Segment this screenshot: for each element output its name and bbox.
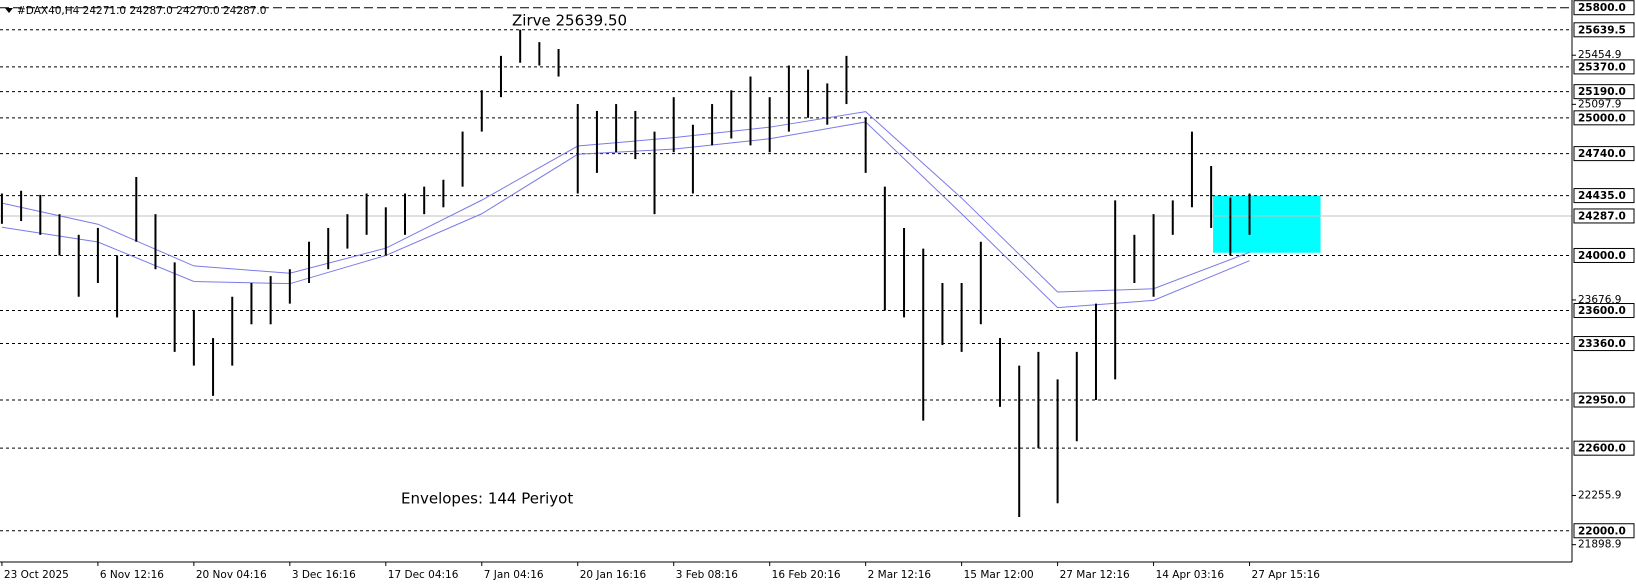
annotation: Envelopes: 144 Periyot <box>401 490 573 508</box>
level-label-box <box>1573 146 1635 162</box>
level-label-box <box>1573 440 1635 456</box>
level-label: 24000.0 <box>1578 250 1626 262</box>
menu-triangle[interactable] <box>5 8 13 13</box>
x-tick-label: 20 Jan 16:16 <box>580 569 647 581</box>
level-label: 25800.0 <box>1578 2 1626 14</box>
zone-layer <box>1213 195 1321 253</box>
level-label-box <box>1573 303 1635 319</box>
level-label: 25370.0 <box>1578 61 1626 73</box>
series-layer <box>1 111 1250 309</box>
level-label: 24740.0 <box>1578 148 1626 160</box>
level-label-box <box>1573 59 1635 75</box>
level-label: 22000.0 <box>1578 525 1626 537</box>
level-label-box <box>1573 208 1635 224</box>
envelope-line <box>1 121 1250 309</box>
x-tick-label: 3 Feb 08:16 <box>676 569 739 581</box>
annotation: Zirve 25639.50 <box>512 12 627 30</box>
x-tick-label: 27 Apr 15:16 <box>1252 569 1321 581</box>
level-label: 25000.0 <box>1578 112 1626 124</box>
level-label-box <box>1573 22 1635 38</box>
x-tick-label: 20 Nov 04:16 <box>196 569 267 581</box>
x-tick-label: 27 Mar 12:16 <box>1060 569 1130 581</box>
level-label: 22950.0 <box>1578 394 1626 406</box>
level-label-box <box>1573 392 1635 408</box>
level-label-box <box>1573 0 1635 16</box>
x-tick-label: 2 Mar 12:16 <box>868 569 932 581</box>
level-label: 22600.0 <box>1578 443 1626 455</box>
y-tick-label: 22255.9 <box>1578 490 1621 502</box>
level-label-box <box>1573 84 1635 100</box>
x-tick-label: 17 Dec 04:16 <box>388 569 459 581</box>
level-label: 24435.0 <box>1578 190 1626 202</box>
level-label-box <box>1573 523 1635 539</box>
level-label-box <box>1573 188 1635 204</box>
x-tick-label: 15 Mar 12:00 <box>964 569 1034 581</box>
level-label: 23360.0 <box>1578 338 1626 350</box>
level-label-box <box>1573 110 1635 126</box>
chart-title: #DAX40,H4 24271.0 24287.0 24270.0 24287.… <box>17 5 266 17</box>
y-tick-label: 23676.9 <box>1578 294 1621 306</box>
level-label-box <box>1573 247 1635 263</box>
y-tick-label: 21898.9 <box>1578 539 1621 551</box>
zone <box>1213 195 1321 253</box>
x-tick-label: 6 Nov 12:16 <box>100 569 164 581</box>
y-tick-label: 25097.9 <box>1578 98 1621 110</box>
envelope-line <box>1 111 1250 293</box>
x-tick-label: 14 Apr 03:16 <box>1156 569 1225 581</box>
bar-layer <box>0 29 1251 517</box>
x-tick-label: 23 Oct 2025 <box>4 569 69 581</box>
level-label: 25190.0 <box>1578 86 1626 98</box>
x-tick-label: 3 Dec 16:16 <box>292 569 356 581</box>
level-label: 25639.5 <box>1578 24 1626 36</box>
level-label: 23600.0 <box>1578 305 1626 317</box>
level-label-box <box>1573 336 1635 352</box>
level-layer <box>0 7 1572 532</box>
x-tick-label: 7 Jan 04:16 <box>484 569 544 581</box>
y-tick-label: 25454.9 <box>1578 49 1621 61</box>
x-tick-label: 16 Feb 20:16 <box>772 569 841 581</box>
level-label: 24287.0 <box>1578 210 1626 222</box>
